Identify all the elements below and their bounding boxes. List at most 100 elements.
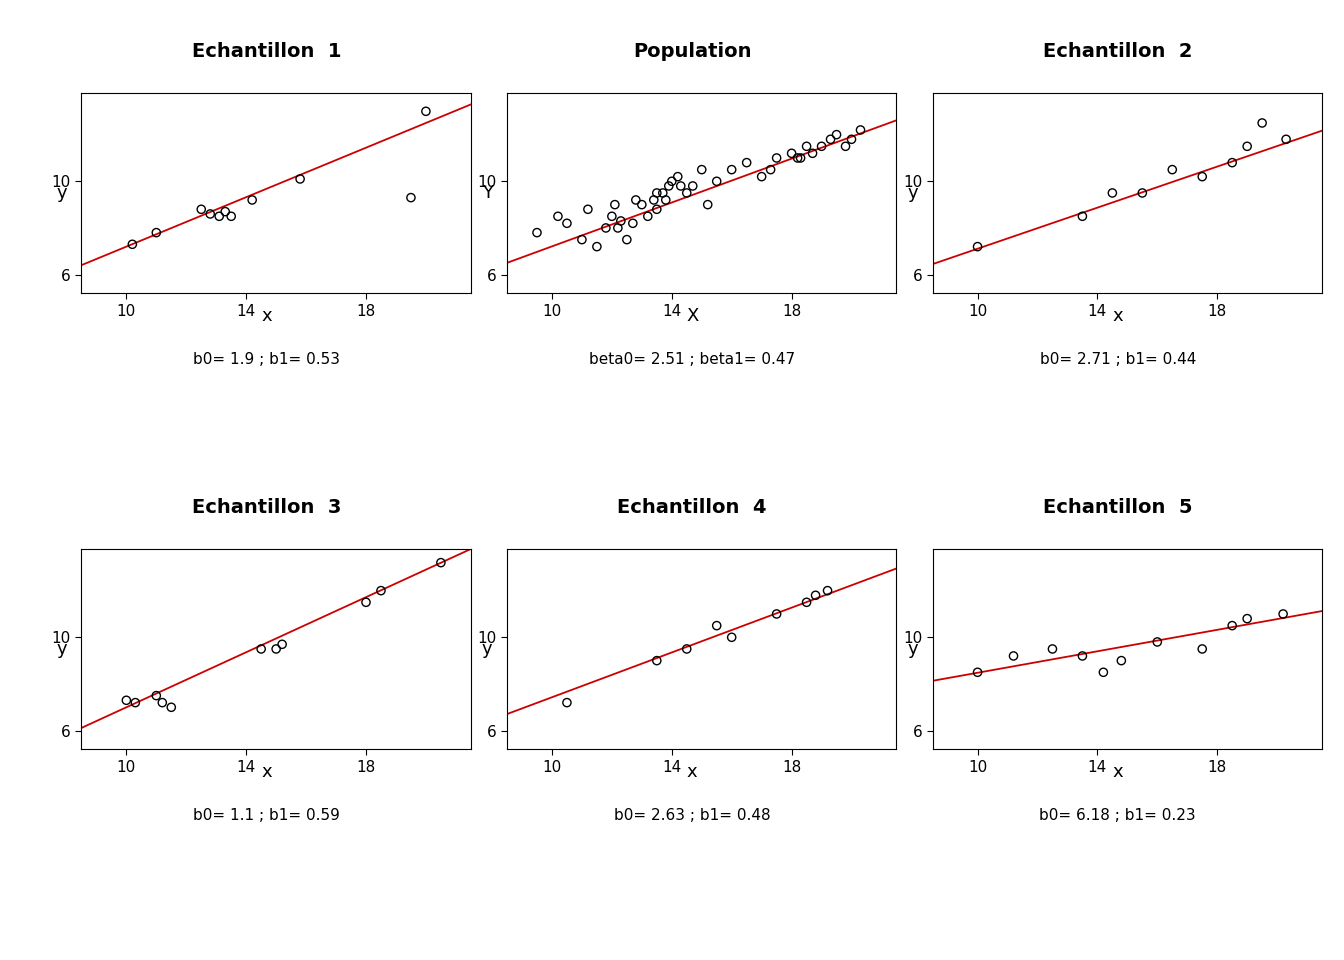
Point (595, 220, 617, 235)
Text: beta0= 2.51 ; beta1= 0.47: beta0= 2.51 ; beta1= 0.47 (589, 352, 796, 367)
Point (1071, 208, 1093, 224)
Point (706, 618, 727, 634)
Point (817, 583, 839, 598)
Point (152, 695, 173, 710)
Point (289, 171, 310, 186)
Point (652, 185, 673, 201)
Point (720, 630, 742, 645)
Text: Echantillon  4: Echantillon 4 (617, 497, 767, 516)
Text: b0= 1.9 ; b1= 0.53: b0= 1.9 ; b1= 0.53 (194, 352, 340, 367)
Point (242, 192, 263, 207)
Point (796, 138, 817, 154)
Point (556, 695, 578, 710)
Text: x: x (1113, 763, 1124, 780)
Point (616, 232, 637, 248)
Point (1132, 185, 1153, 201)
Text: X: X (685, 307, 699, 324)
Text: Echantillon  3: Echantillon 3 (192, 497, 341, 516)
Point (415, 104, 437, 119)
Point (691, 162, 712, 178)
Point (642, 192, 664, 207)
Point (759, 162, 781, 178)
Point (637, 208, 659, 224)
Text: Echantillon  1: Echantillon 1 (192, 41, 341, 60)
Point (1192, 641, 1214, 657)
Point (208, 208, 230, 224)
Point (556, 216, 578, 231)
Point (430, 555, 452, 570)
Text: b0= 6.18 ; b1= 0.23: b0= 6.18 ; b1= 0.23 (1039, 808, 1196, 823)
Point (220, 208, 242, 224)
Text: Echantillon  2: Echantillon 2 (1043, 41, 1192, 60)
Point (676, 185, 698, 201)
Point (825, 127, 847, 142)
Point (698, 197, 719, 212)
Point (586, 239, 607, 254)
Point (215, 204, 237, 219)
Point (810, 138, 832, 154)
Point (160, 700, 181, 715)
Point (355, 594, 376, 610)
Point (571, 232, 593, 248)
Point (786, 151, 808, 166)
Point (199, 206, 220, 222)
Text: y: y (481, 640, 492, 658)
Point (681, 179, 703, 194)
Point (646, 202, 668, 217)
Point (661, 174, 683, 189)
Text: Population: Population (633, 41, 751, 60)
Point (655, 192, 676, 207)
Point (191, 202, 212, 217)
Point (265, 641, 286, 657)
Text: x: x (687, 763, 698, 780)
Point (802, 146, 824, 161)
Point (841, 132, 863, 147)
Point (1071, 648, 1093, 663)
Text: b0= 2.63 ; b1= 0.48: b0= 2.63 ; b1= 0.48 (614, 808, 770, 823)
Point (603, 197, 625, 212)
Point (401, 190, 422, 205)
Text: b0= 1.1 ; b1= 0.59: b0= 1.1 ; b1= 0.59 (194, 808, 340, 823)
Point (1236, 138, 1258, 154)
Point (271, 636, 293, 652)
Point (1273, 607, 1294, 622)
Point (607, 220, 629, 235)
Point (676, 641, 698, 657)
Point (601, 208, 622, 224)
Point (796, 594, 817, 610)
Text: x: x (261, 307, 271, 324)
Point (145, 688, 167, 704)
Point (781, 146, 802, 161)
Point (610, 213, 632, 228)
Point (751, 169, 773, 184)
Point (646, 653, 668, 668)
Point (820, 132, 841, 147)
Text: Y: Y (481, 184, 492, 202)
Point (145, 225, 167, 240)
Point (125, 695, 146, 710)
Point (1093, 664, 1114, 680)
Text: x: x (261, 763, 271, 780)
Point (121, 236, 142, 252)
Point (1161, 162, 1183, 178)
Point (1110, 653, 1132, 668)
Point (966, 239, 988, 254)
Point (250, 641, 271, 657)
Point (1003, 648, 1024, 663)
Point (1222, 618, 1243, 634)
Point (1222, 155, 1243, 170)
Text: b0= 2.71 ; b1= 0.44: b0= 2.71 ; b1= 0.44 (1039, 352, 1196, 367)
Point (370, 583, 391, 598)
Point (1192, 169, 1214, 184)
Point (720, 162, 742, 178)
Point (706, 174, 727, 189)
Text: y: y (907, 184, 918, 202)
Point (646, 185, 668, 201)
Point (1042, 641, 1063, 657)
Point (737, 155, 758, 170)
Point (659, 179, 680, 194)
Point (766, 151, 788, 166)
Point (966, 664, 988, 680)
Point (835, 138, 856, 154)
Point (667, 169, 688, 184)
